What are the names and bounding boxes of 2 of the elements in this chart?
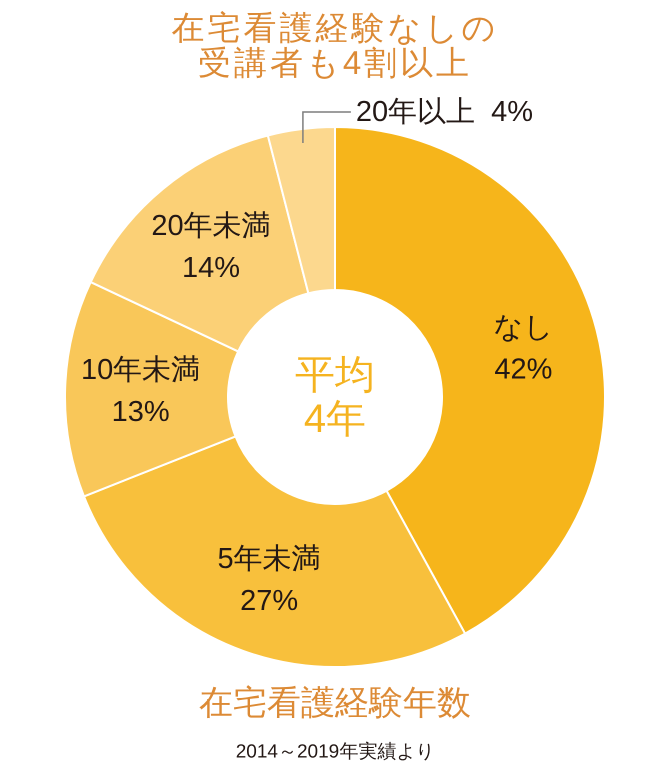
subtitle: 在宅看護経験年数 [199, 684, 471, 722]
title: 在宅看護経験なしの受講者も4割以上 [170, 10, 500, 80]
